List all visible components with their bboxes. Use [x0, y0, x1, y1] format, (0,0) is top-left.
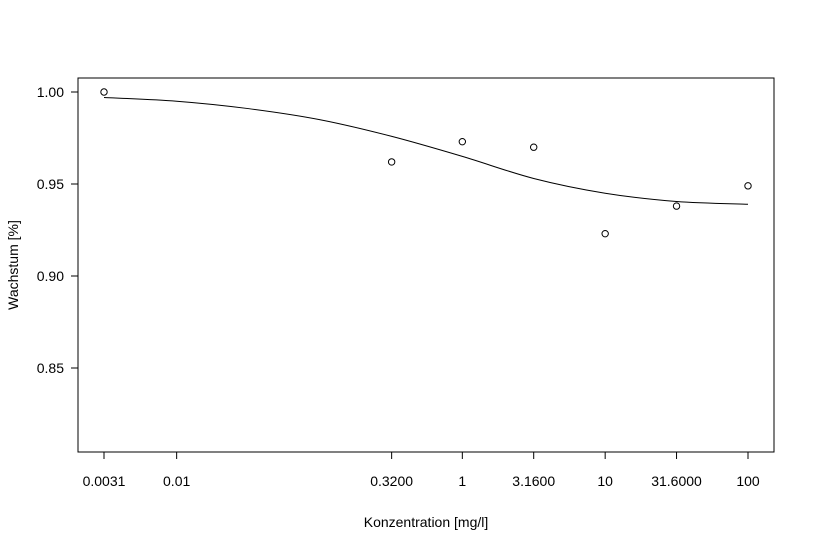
data-point [387, 158, 396, 166]
y-tick-label: 1.00 [37, 84, 64, 100]
y-tick-label: 0.95 [37, 176, 64, 192]
y-axis-label: Wachstum [%] [5, 220, 21, 310]
data-point [744, 182, 752, 190]
y-tick-label: 0.90 [37, 268, 64, 284]
x-axis: 0.0031 0.01 0.3200 1 3.1600 10 31.6000 100 [83, 452, 760, 489]
y-tick-label: 0.85 [37, 360, 64, 376]
data-points [100, 88, 752, 238]
x-tick-label: 31.6000 [651, 473, 702, 489]
x-tick-label: 1 [458, 473, 466, 489]
data-point [458, 137, 467, 146]
data-point [529, 143, 538, 151]
x-tick-label: 3.1600 [512, 473, 555, 489]
data-point [601, 229, 609, 238]
x-tick-label: 0.3200 [370, 473, 413, 489]
data-point [100, 88, 108, 96]
x-tick-label: 100 [736, 473, 760, 489]
x-tick-label: 10 [597, 473, 613, 489]
x-axis-label: Konzentration [mg/l] [364, 514, 489, 530]
fit-curve [103, 97, 749, 205]
data-point [672, 202, 681, 210]
x-tick-label: 0.01 [163, 473, 190, 489]
y-axis: 0.85 0.90 0.95 1.00 [37, 84, 78, 376]
x-tick-label: 0.0031 [83, 473, 126, 489]
plot-frame [77, 77, 775, 453]
